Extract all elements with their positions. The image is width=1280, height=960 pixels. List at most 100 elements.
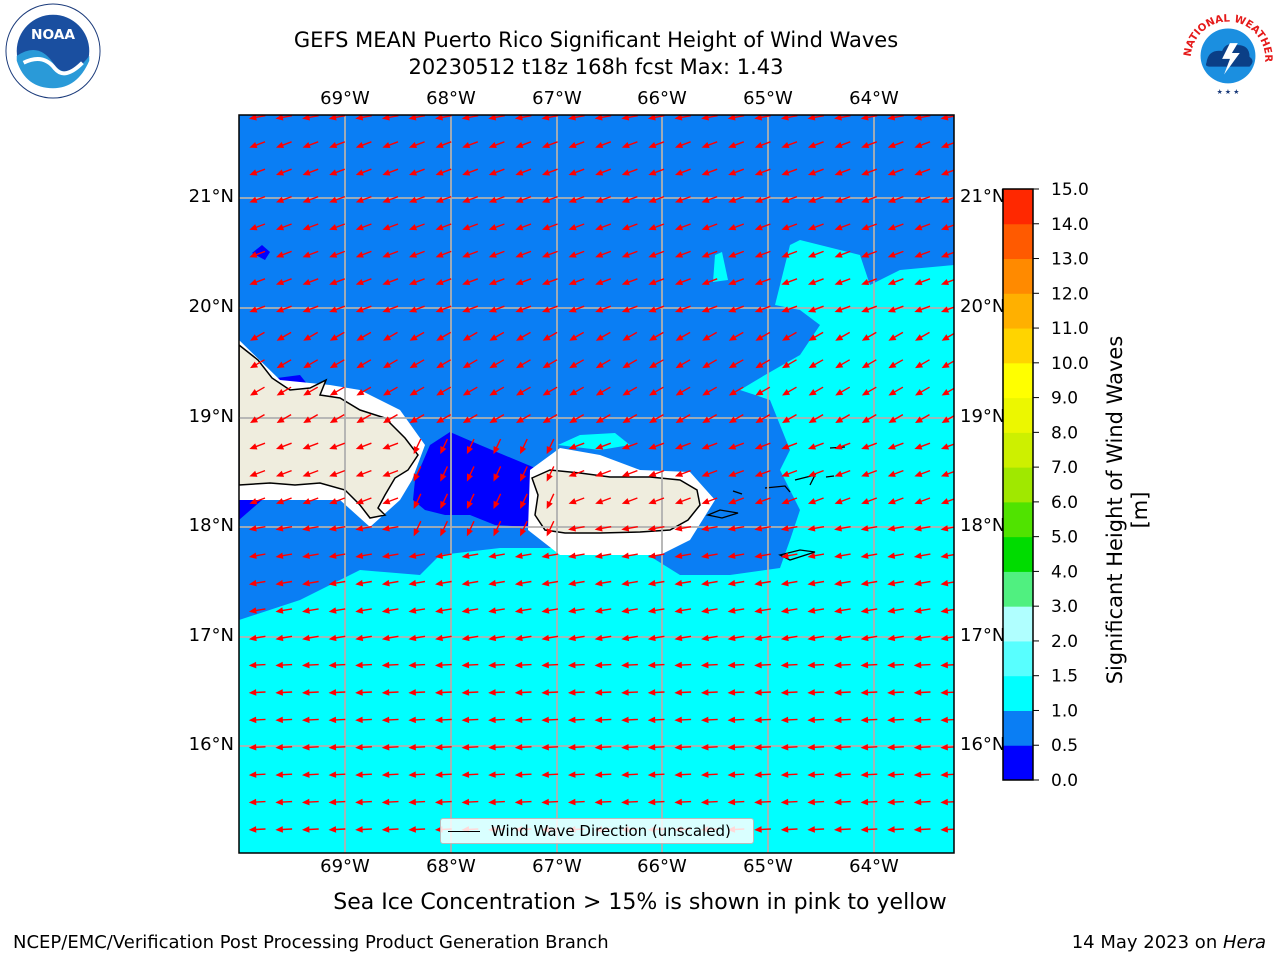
wave-direction-arrow — [674, 305, 691, 313]
wave-direction-arrow — [701, 168, 718, 176]
lon-label-bottom: 69°W — [320, 856, 370, 877]
wave-direction-arrow — [382, 168, 399, 176]
wave-direction-arrow — [780, 607, 798, 614]
wave-direction-arrow — [915, 331, 930, 341]
wave-direction-arrow — [940, 826, 954, 833]
wave-direction-arrow — [275, 826, 293, 833]
wave-direction-arrow — [833, 798, 851, 806]
wave-direction-arrow — [542, 331, 558, 341]
wave-direction-arrow — [514, 579, 532, 587]
wave-direction-arrow — [835, 386, 851, 396]
wave-direction-arrow — [595, 305, 612, 313]
wave-direction-arrow — [568, 195, 585, 203]
wave-direction-arrow — [622, 386, 638, 396]
wave-direction-arrow — [250, 331, 265, 341]
wave-direction-arrow — [329, 359, 345, 369]
wave-direction-arrow — [728, 386, 744, 396]
wave-direction-arrow — [489, 413, 505, 423]
wave-direction-arrow — [700, 743, 718, 751]
wave-direction-arrow — [807, 826, 825, 833]
wave-direction-arrow — [409, 413, 425, 423]
wave-direction-arrow — [913, 743, 931, 751]
wave-direction-arrow — [275, 115, 293, 121]
colorbar-swatch — [1003, 397, 1033, 433]
colorbar-swatch — [1003, 432, 1033, 468]
wave-direction-arrow — [913, 689, 931, 696]
wave-direction-arrow — [780, 826, 798, 833]
wave-direction-arrow — [568, 141, 585, 149]
wave-direction-arrow — [915, 359, 930, 369]
wave-direction-arrow — [833, 771, 851, 778]
wave-direction-arrow — [621, 278, 638, 286]
wave-direction-arrow — [913, 716, 931, 724]
wave-direction-arrow — [568, 278, 585, 286]
wave-direction-arrow — [461, 798, 479, 806]
wave-direction-arrow — [434, 771, 452, 778]
wave-direction-arrow — [381, 743, 399, 751]
wave-direction-arrow — [807, 278, 824, 286]
lat-label-right: 18°N — [960, 515, 1006, 536]
wave-direction-arrow — [275, 469, 292, 477]
wave-direction-arrow — [436, 331, 452, 341]
wave-direction-arrow — [674, 607, 692, 614]
wave-direction-arrow — [461, 771, 479, 778]
wave-direction-arrow — [328, 115, 346, 121]
wave-direction-arrow — [914, 469, 931, 477]
wave-direction-arrow — [728, 195, 745, 203]
wave-direction-arrow — [275, 798, 293, 806]
wave-direction-arrow — [328, 661, 346, 669]
wave-direction-arrow — [409, 386, 425, 396]
wave-direction-arrow — [595, 195, 612, 203]
wave-direction-arrow — [807, 195, 824, 203]
footer-date: 14 May 2023 on Hera — [1072, 932, 1266, 953]
wave-direction-arrow — [701, 525, 718, 532]
wave-direction-arrow — [674, 634, 692, 642]
wave-direction-arrow — [781, 250, 798, 258]
wave-direction-arrow — [861, 168, 878, 176]
wave-direction-arrow — [621, 743, 638, 751]
wave-direction-arrow — [647, 607, 665, 614]
wave-direction-arrow — [355, 826, 372, 833]
wave-direction-arrow — [488, 223, 505, 231]
wave-field-0.0-0.5-patch — [239, 500, 262, 520]
colorbar-tick-label: 7.0 — [1051, 458, 1078, 478]
wave-direction-arrow — [408, 826, 426, 833]
wave-direction-arrow — [440, 466, 449, 482]
wave-direction-arrow — [302, 634, 319, 642]
wave-direction-arrow — [888, 413, 904, 423]
wave-direction-arrow — [488, 661, 505, 669]
wave-direction-arrow — [834, 525, 851, 532]
wave-direction-arrow — [754, 661, 771, 669]
wave-direction-arrow — [382, 250, 399, 258]
wave-direction-arrow — [408, 278, 425, 286]
wave-direction-arrow — [780, 115, 798, 121]
wave-direction-arrow — [621, 634, 638, 642]
wave-direction-arrow — [887, 607, 904, 614]
wave-direction-arrow — [275, 195, 292, 203]
wave-direction-arrow — [275, 223, 292, 231]
wave-direction-arrow — [408, 743, 426, 751]
wave-direction-arrow — [701, 469, 718, 477]
wave-direction-arrow — [248, 798, 266, 806]
wave-direction-arrow — [408, 305, 425, 313]
wave-direction-arrow — [329, 469, 346, 477]
wave-direction-arrow — [649, 331, 664, 341]
wave-direction-arrow — [434, 716, 452, 724]
wave-direction-arrow — [860, 798, 878, 806]
wave-direction-arrow — [940, 743, 954, 751]
wave-direction-arrow — [782, 359, 797, 369]
wave-direction-arrow — [303, 386, 319, 396]
wave-direction-arrow — [516, 331, 531, 341]
wave-direction-arrow — [355, 689, 372, 696]
wave-direction-arrow — [834, 469, 851, 477]
wave-direction-arrow — [940, 498, 954, 505]
wave-direction-arrow — [329, 168, 346, 176]
wave-direction-arrow — [860, 661, 878, 669]
wave-direction-arrow — [567, 743, 585, 751]
wave-direction-arrow — [807, 771, 825, 778]
wave-direction-arrow — [488, 579, 505, 587]
wave-direction-arrow — [514, 689, 532, 696]
wave-direction-arrow — [488, 195, 505, 203]
wave-direction-arrow — [413, 466, 422, 482]
wave-direction-arrow — [887, 469, 904, 477]
